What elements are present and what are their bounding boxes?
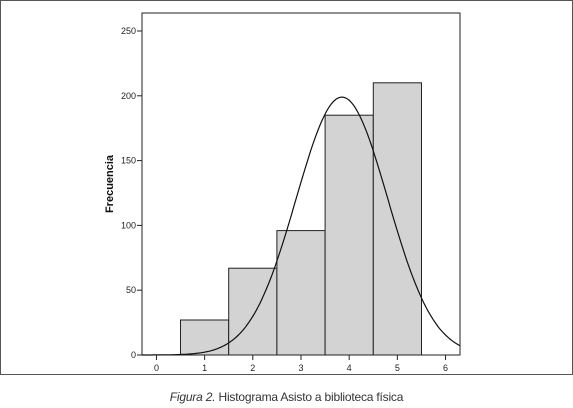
y-tick-label-150: 150 xyxy=(121,156,136,166)
figure-caption: Figura 2. Histograma Asisto a biblioteca… xyxy=(0,390,573,404)
x-tick-label-4: 4 xyxy=(347,363,352,373)
histogram-bar-1 xyxy=(180,319,230,356)
histogram-bar-5 xyxy=(372,82,422,356)
x-tick-label-1: 1 xyxy=(202,363,207,373)
histogram-bar-3 xyxy=(276,230,326,356)
x-tick-label-5: 5 xyxy=(395,363,400,373)
caption-text: Histograma Asisto a biblioteca física xyxy=(218,390,404,404)
y-tick-label-50: 50 xyxy=(126,285,136,295)
y-tick-label-250: 250 xyxy=(121,26,136,36)
x-tick-label-2: 2 xyxy=(250,363,255,373)
x-tick-label-0: 0 xyxy=(154,363,159,373)
histogram-bar-4 xyxy=(324,114,374,356)
x-tick-label-3: 3 xyxy=(298,363,303,373)
y-axis-title: Frecuencia xyxy=(104,154,116,213)
normal-curve xyxy=(142,96,461,356)
caption-label: Figura 2. xyxy=(169,390,216,404)
x-tick-label-6: 6 xyxy=(443,363,448,373)
y-tick-label-100: 100 xyxy=(121,220,136,230)
y-tick-label-0: 0 xyxy=(131,350,136,360)
y-tick-label-200: 200 xyxy=(121,91,136,101)
histogram-chart: 0 50 100 150 200 250 0 1 2 3 4 5 6 Frecuencia xyxy=(104,12,461,373)
